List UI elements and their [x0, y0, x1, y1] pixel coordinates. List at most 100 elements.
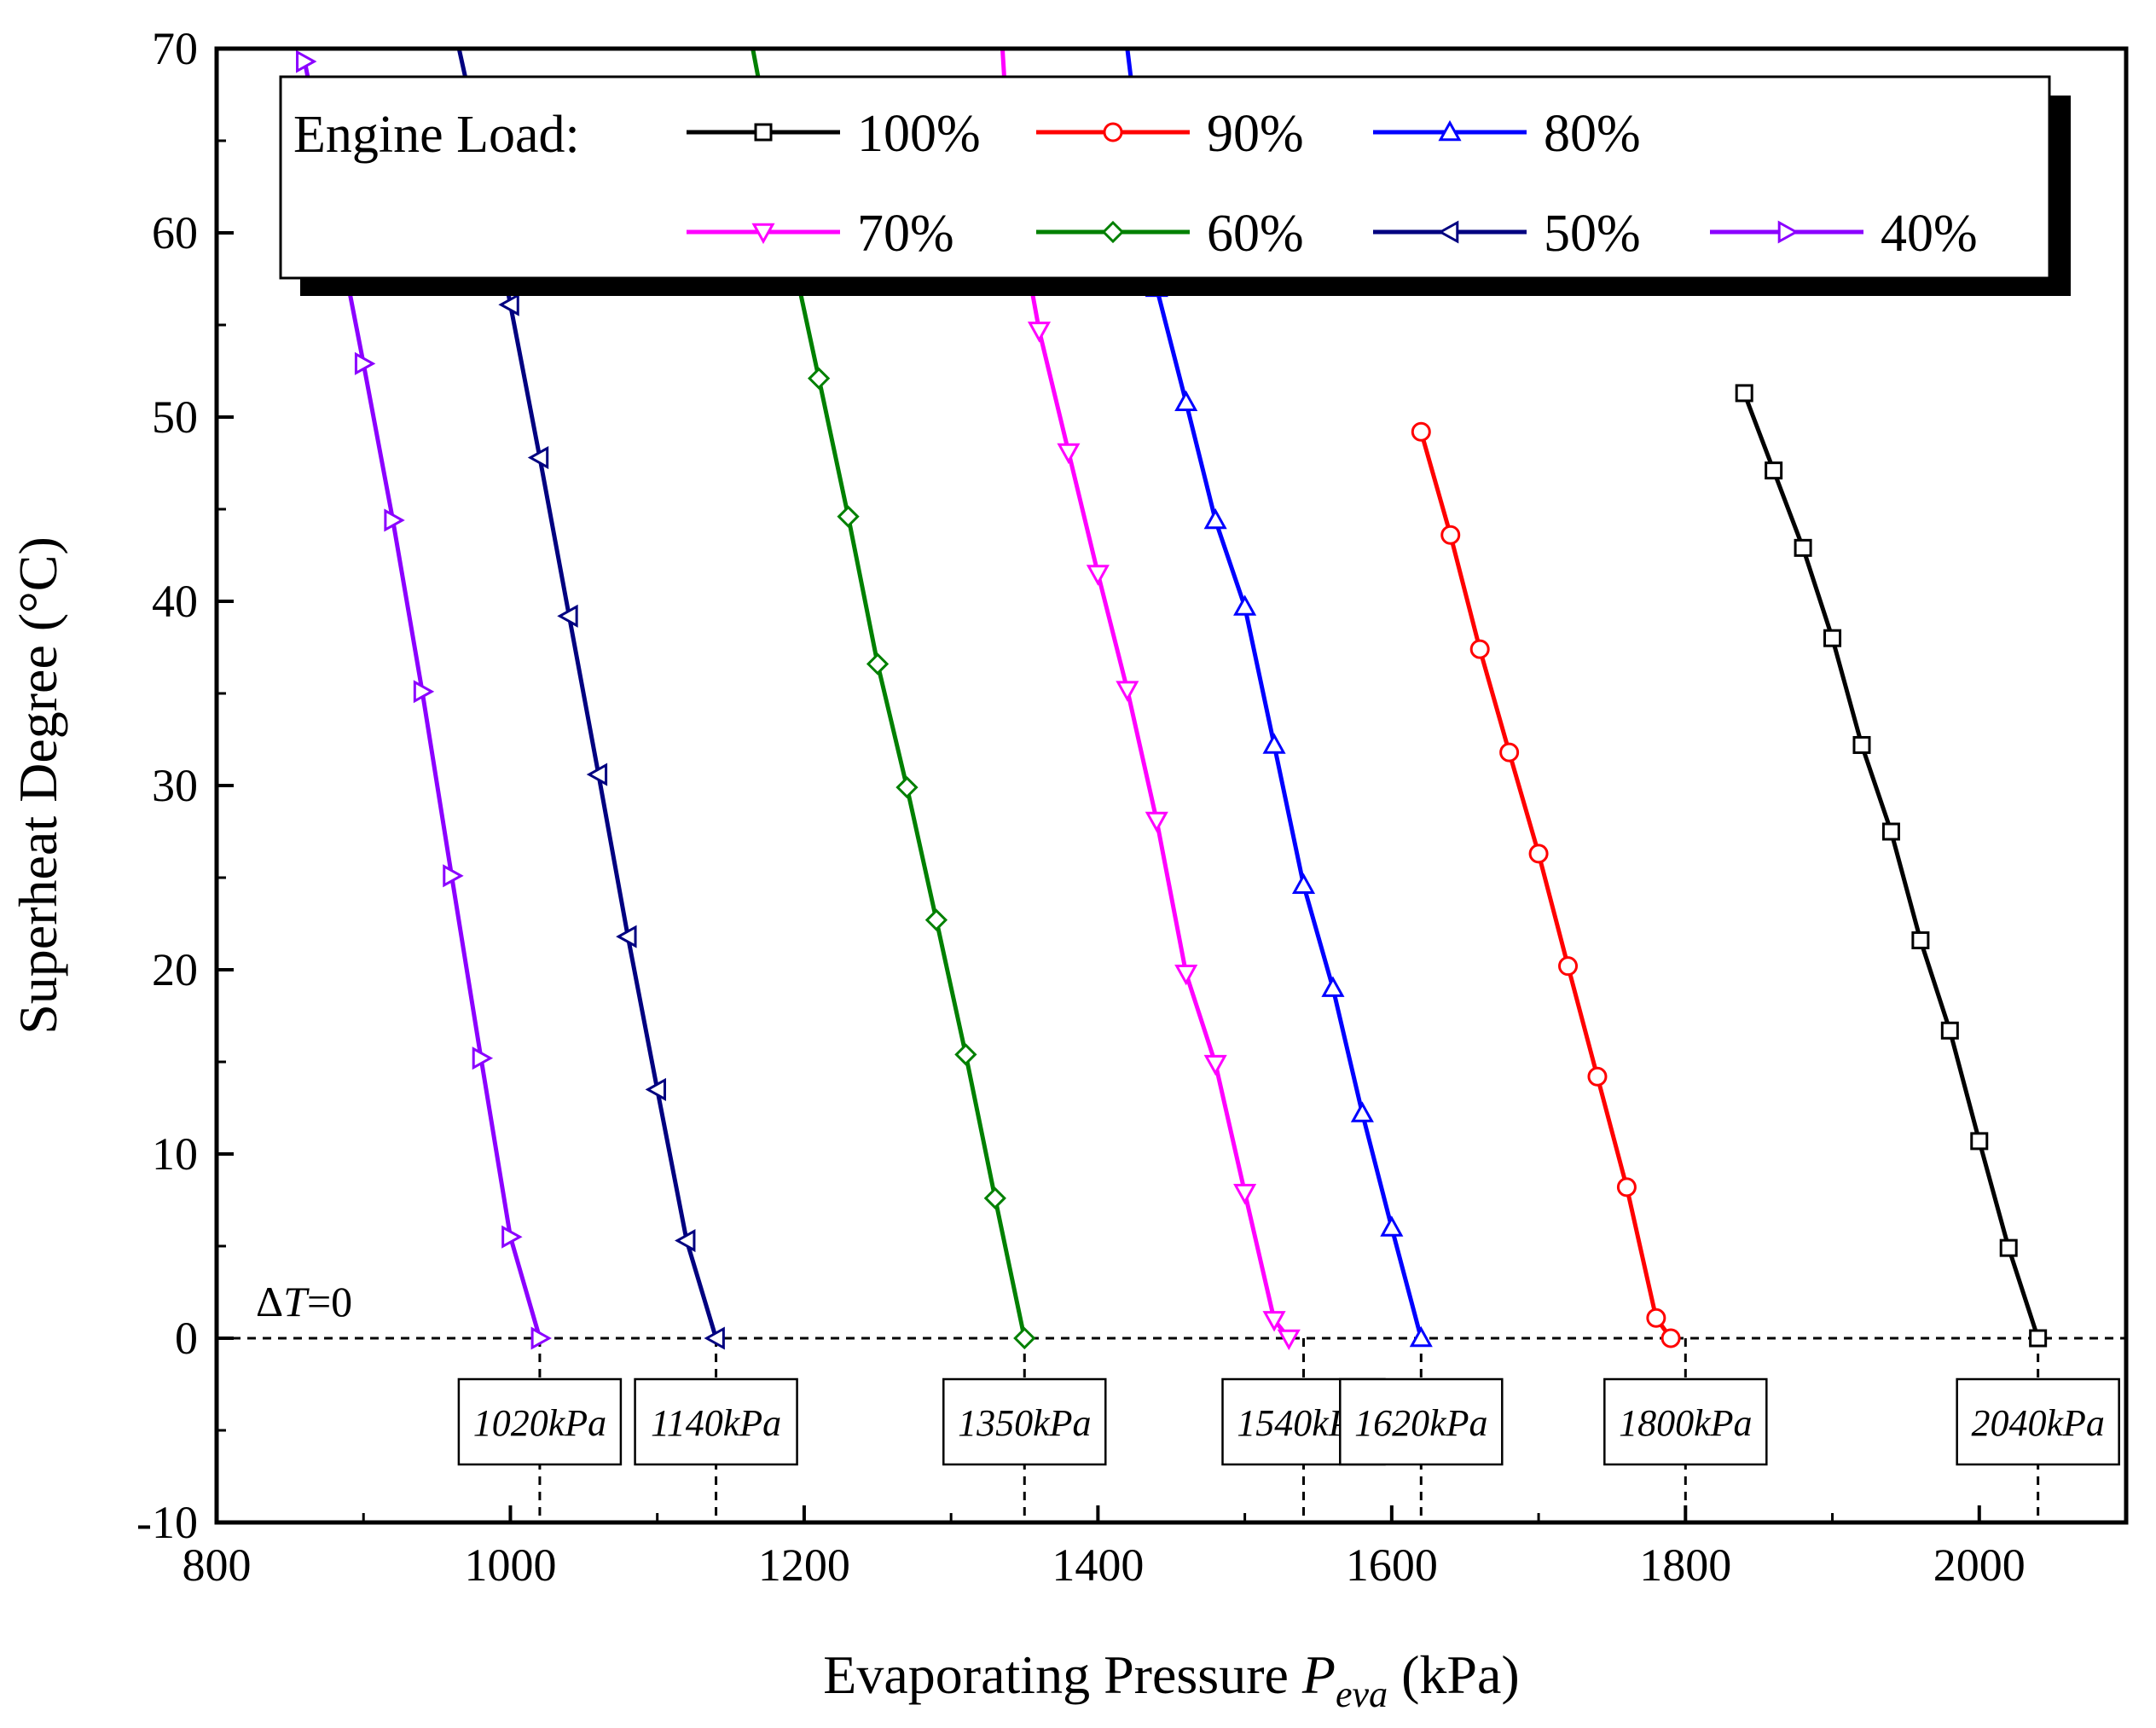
series-point-60pct-6	[954, 1043, 977, 1066]
series-line-90pct	[1418, 431, 1673, 1340]
series-point-80pct-4	[1262, 733, 1286, 754]
series-point-100pct-1	[1765, 461, 1783, 480]
series-point-70pct-1	[1027, 322, 1052, 343]
series-point-40pct-0	[296, 49, 317, 73]
legend-box	[279, 75, 2051, 280]
series-point-50pct-7	[675, 1228, 696, 1253]
annotation-label-1800: 1800kPa	[1619, 1402, 1752, 1444]
x-tick-label-1400: 1400	[1052, 1540, 1144, 1591]
series-point-40pct-6	[472, 1047, 494, 1070]
series-point-100pct-6	[1911, 931, 1930, 949]
annotation-label-1020: 1020kPa	[473, 1402, 606, 1444]
series-point-70pct-10	[1277, 1329, 1301, 1351]
legend-marker-60pct	[1101, 220, 1125, 244]
series-point-100pct-0	[1735, 384, 1753, 403]
x-tick-label-800: 800	[183, 1540, 252, 1591]
annotation-box-1350	[942, 1377, 1107, 1466]
series-point-80pct-5	[1291, 873, 1316, 894]
series-point-90pct-9	[1660, 1328, 1681, 1348]
series-point-40pct-3	[384, 508, 405, 532]
series-point-50pct-4	[586, 763, 608, 786]
annotation-box-1140	[634, 1377, 798, 1466]
x-tick-label-1200: 1200	[758, 1540, 850, 1591]
legend-label-80pct: 80%	[1544, 105, 1641, 163]
legend-label-70pct: 70%	[857, 205, 954, 263]
series-point-50pct-1	[498, 293, 519, 316]
series-point-80pct-1	[1174, 390, 1198, 412]
series-point-40pct-7	[501, 1225, 523, 1249]
legend-marker-50pct	[1437, 220, 1459, 244]
axis-titles: Evaporating Pressure Peva (kPa) Superheat…	[8, 536, 1520, 1715]
zero-line-label: ΔT=0	[256, 1278, 352, 1325]
legend-marker-90pct	[1103, 122, 1123, 142]
legend-title: Engine Load:	[293, 106, 580, 164]
x-tick-label-1600: 1600	[1346, 1540, 1438, 1591]
series-point-70pct-5	[1145, 811, 1168, 833]
legend: Engine Load: 100% 90% 80% 70% 60% 50% 40%	[279, 75, 2071, 296]
annotation-label-1140: 1140kPa	[651, 1402, 781, 1444]
series-point-90pct-5	[1558, 956, 1579, 977]
series-point-100pct-2	[1794, 538, 1812, 557]
legend-label-100pct: 100%	[857, 105, 981, 163]
legend-label-90pct: 90%	[1207, 105, 1304, 163]
series-point-50pct-8	[704, 1326, 725, 1350]
annotation-label-1620: 1620kPa	[1354, 1402, 1487, 1444]
legend-marker-70pct	[751, 223, 775, 245]
legend-label-40pct: 40%	[1881, 205, 1978, 263]
annotation-box-1020	[457, 1377, 623, 1466]
series-90pct	[1411, 421, 1681, 1348]
series-point-70pct-6	[1174, 965, 1198, 986]
x-axis-title-var: P	[1301, 1644, 1336, 1705]
series-point-90pct-4	[1528, 844, 1549, 864]
series-point-100pct-4	[1852, 735, 1871, 754]
series-point-70pct-2	[1057, 443, 1081, 465]
x-tick-label-1000: 1000	[464, 1540, 556, 1591]
y-tick-label-50: 50	[152, 391, 198, 443]
series-point-100pct-9	[1999, 1238, 2018, 1257]
series-point-90pct-1	[1440, 525, 1461, 545]
y-tick-label-30: 30	[152, 760, 198, 811]
y-tick-label-20: 20	[152, 944, 198, 995]
annotation-box-1620	[1339, 1377, 1504, 1466]
series-line-70pct	[1000, 49, 1291, 1340]
x-tick-label-2000: 2000	[1933, 1540, 2026, 1591]
annotation-label-1350: 1350kPa	[958, 1402, 1091, 1444]
y-tick-label-10: 10	[152, 1128, 198, 1180]
series-point-40pct-4	[413, 680, 435, 704]
legend-marker-100pct	[754, 123, 773, 142]
series-point-60pct-3	[866, 652, 890, 676]
series-point-90pct-6	[1587, 1066, 1608, 1087]
series-line-60pct	[751, 49, 1027, 1339]
series-point-40pct-2	[354, 351, 376, 375]
series-point-60pct-1	[808, 367, 831, 390]
series-point-100pct-10	[2029, 1329, 2048, 1348]
series-point-60pct-2	[837, 505, 860, 528]
y-tick-label-60: 60	[152, 207, 198, 258]
series-point-70pct-8	[1233, 1184, 1257, 1205]
series-70pct	[998, 49, 1301, 1351]
series-point-80pct-7	[1350, 1101, 1374, 1122]
zero-line-label-var: T	[283, 1278, 310, 1325]
series-point-40pct-8	[530, 1326, 552, 1350]
legend-label-50pct: 50%	[1544, 205, 1641, 263]
series-point-70pct-4	[1116, 681, 1139, 702]
series-point-80pct-3	[1233, 594, 1257, 616]
series-point-50pct-2	[527, 445, 549, 470]
series-point-90pct-3	[1499, 742, 1520, 763]
axis-ticks: 800 1000 1200 1400 1600 1800 2000 -10 0 10 20 30 40 5…	[136, 23, 2026, 1591]
series-point-90pct-0	[1411, 421, 1431, 442]
series-point-80pct-6	[1321, 976, 1345, 997]
x-tick-label-1800: 1800	[1639, 1540, 1731, 1591]
y-tick-label-0: 0	[175, 1313, 198, 1364]
series-point-80pct-9	[1409, 1325, 1433, 1348]
series-point-60pct-7	[983, 1186, 1006, 1209]
series-point-100pct-3	[1823, 629, 1842, 647]
zero-line-label-eq: =0	[307, 1278, 352, 1325]
series-point-80pct-8	[1380, 1215, 1404, 1237]
series-point-90pct-8	[1646, 1308, 1666, 1328]
legend-marker-80pct	[1438, 119, 1462, 142]
y-tick-label-40: 40	[152, 576, 198, 627]
series-point-60pct-8	[1013, 1326, 1036, 1350]
